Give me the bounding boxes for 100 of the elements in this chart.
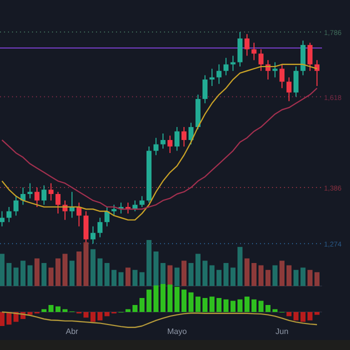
candlestick: [154, 137, 158, 156]
candlestick: [76, 202, 82, 227]
bar: [252, 299, 256, 312]
candlestick: [140, 196, 144, 208]
bar: [230, 300, 236, 312]
bar: [118, 272, 124, 286]
candlestick: [42, 184, 46, 206]
bar: [98, 312, 102, 320]
bar: [182, 290, 186, 312]
bar: [308, 270, 312, 286]
bar: [188, 292, 194, 312]
bar: [84, 312, 88, 318]
bar: [90, 249, 96, 286]
candlestick: [48, 182, 54, 201]
bar: [244, 258, 250, 286]
bar: [146, 290, 152, 312]
bar: [132, 270, 138, 286]
bar: [70, 260, 74, 286]
bar: [14, 268, 18, 286]
candlestick: [244, 34, 250, 56]
candlestick: [6, 206, 12, 223]
bar: [300, 268, 306, 286]
bar: [272, 265, 278, 286]
bar: [314, 272, 320, 286]
candlestick: [34, 187, 40, 208]
candlestick: [28, 182, 32, 199]
bar: [258, 300, 264, 312]
bar: [140, 272, 144, 286]
bar: [196, 254, 200, 286]
bar: [56, 258, 60, 286]
candlestick: [216, 64, 222, 84]
candlestick: [308, 42, 312, 72]
bar: [210, 296, 214, 312]
bar: [272, 309, 278, 312]
bar: [48, 268, 54, 286]
candlestick: [112, 204, 116, 216]
bar: [84, 242, 88, 286]
candlestick: [14, 196, 18, 216]
bar: [76, 252, 82, 286]
candlestick: [202, 74, 208, 104]
candlestick: [286, 76, 292, 102]
bar: [308, 312, 312, 320]
candlestick: [280, 64, 284, 89]
bar: [42, 263, 46, 286]
candlestick: [238, 32, 242, 68]
candlestick: [182, 126, 186, 147]
bar: [202, 298, 208, 312]
bar: [62, 309, 68, 312]
candlestick: [258, 48, 264, 72]
candlestick: [98, 217, 102, 238]
bar: [210, 265, 214, 286]
bar: [98, 258, 102, 286]
candlestick: [160, 133, 166, 150]
candlestick: [294, 66, 298, 98]
bar: [252, 263, 256, 286]
bar: [20, 260, 26, 286]
candlestick: [314, 60, 320, 86]
bar: [182, 260, 186, 286]
bar: [280, 260, 284, 286]
bar: [196, 296, 200, 312]
candlestick: [272, 62, 278, 78]
bar: [28, 265, 32, 286]
bar: [28, 312, 32, 315]
bar: [266, 270, 270, 286]
bar: [238, 299, 242, 312]
bar: [224, 299, 228, 312]
bar: [294, 312, 298, 320]
bar: [6, 312, 12, 325]
bar: [112, 270, 116, 286]
candlestick: [210, 68, 214, 86]
candlestick: [224, 57, 228, 76]
candlestick: [0, 210, 4, 227]
bar: [294, 270, 298, 286]
bar: [0, 254, 4, 286]
bar: [314, 312, 320, 315]
bar: [34, 258, 40, 286]
candlestick: [90, 226, 96, 244]
bar: [56, 306, 60, 312]
bar: [188, 263, 194, 286]
bar: [0, 312, 4, 326]
bar: [202, 260, 208, 286]
bar: [126, 268, 130, 286]
candlestick: [70, 191, 74, 218]
bar: [216, 270, 222, 286]
bar: [238, 246, 242, 286]
bar: [140, 298, 144, 312]
bar: [126, 309, 130, 312]
candlestick: [230, 55, 236, 72]
x-tick-label: Jun: [276, 327, 288, 336]
bar: [258, 265, 264, 286]
candlestick: [168, 135, 172, 154]
bar: [224, 263, 228, 286]
bar: [104, 312, 110, 316]
bar: [230, 268, 236, 286]
bar: [286, 312, 292, 316]
candlestick: [56, 191, 60, 214]
bar: [216, 298, 222, 312]
bar: [146, 240, 152, 286]
bar: [6, 263, 12, 286]
candlestick: [174, 126, 180, 152]
